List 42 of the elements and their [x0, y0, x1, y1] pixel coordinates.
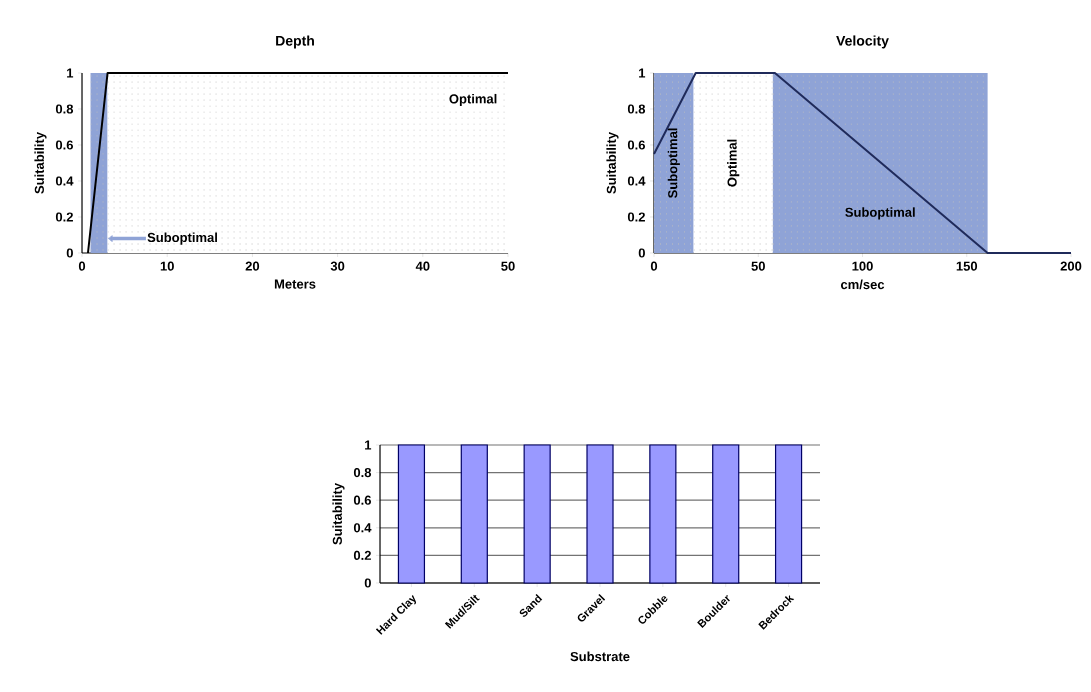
y-tick-label: 1 [67, 68, 74, 78]
y-tick-label: 0.8 [627, 104, 646, 114]
x-tick-label: 40 [415, 261, 430, 271]
x-axis-title: Substrate [570, 651, 630, 662]
y-tick-label: 0.2 [353, 550, 371, 560]
y-tick-label: 0.2 [627, 212, 645, 222]
y-tick-label: 0.2 [55, 212, 73, 222]
x-tick-label: 100 [852, 261, 873, 271]
y-tick-label: 0.4 [353, 523, 372, 533]
band-label: Suboptimal [147, 232, 217, 245]
y-tick-label: 0.6 [627, 140, 645, 150]
x-tick-label: 0 [78, 261, 86, 271]
y-tick-label: 0.8 [353, 467, 372, 478]
y-tick-label: 1 [639, 68, 646, 78]
x-axis-title: cm/sec [840, 279, 885, 290]
x-tick-label: 50 [501, 261, 515, 271]
y-axis-title: Suitability [332, 482, 345, 545]
y-tick-label: 0 [66, 248, 73, 258]
band-label: Optimal [727, 139, 740, 187]
y-axis-title: Suitability [606, 131, 619, 194]
x-tick-label: 150 [956, 261, 978, 271]
y-tick-label: 0.6 [55, 140, 74, 150]
y-tick-label: 0.4 [627, 176, 646, 186]
x-tick-label: 20 [245, 261, 260, 271]
x-tick-label: 10 [160, 261, 174, 271]
y-tick-label: 0.6 [353, 495, 372, 505]
chart-title: Depth [276, 35, 314, 49]
x-tick-label: 30 [330, 261, 345, 271]
y-tick-label: 0 [364, 578, 371, 588]
y-tick-label: 0.4 [55, 176, 74, 186]
y-tick-label: 1 [365, 440, 372, 450]
x-tick-label: 200 [1060, 261, 1082, 271]
y-axis-title: Suitability [34, 131, 47, 194]
x-axis-title: Meters [274, 279, 316, 289]
band-label: Optimal [449, 93, 497, 107]
y-tick-label: 0.8 [55, 104, 74, 114]
band-label: Suboptimal [845, 207, 915, 220]
chart-title: Velocity [836, 35, 889, 49]
y-tick-label: 0 [638, 248, 645, 258]
x-tick-label: 50 [751, 261, 765, 271]
band-label: Suboptimal [667, 128, 680, 198]
x-tick-label: 0 [650, 261, 658, 271]
